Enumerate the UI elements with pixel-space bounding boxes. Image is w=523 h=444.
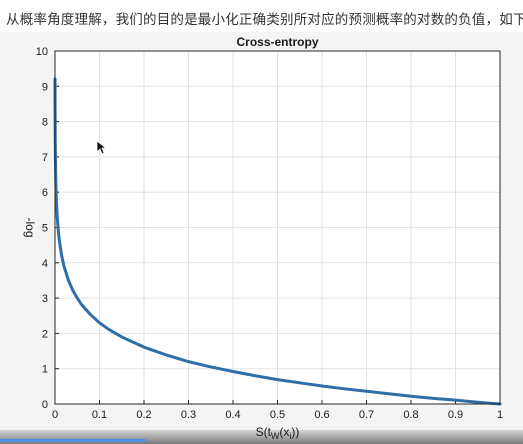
x-tick-label: 0.1 [92, 409, 107, 421]
series-line [53, 77, 502, 406]
ticks: 0 0.1 0.2 0.3 0.4 0.5 0.6 0.7 0.8 0.9 101234567891… [36, 46, 503, 421]
y-tick-label: 7 [42, 152, 48, 164]
y-tick-label: 1 [42, 364, 48, 376]
x-tick-label: 0.8 [403, 409, 418, 421]
y-tick-label: 2 [42, 328, 48, 340]
y-tick-label: 10 [36, 46, 48, 58]
y-tick-label: 0 [42, 399, 48, 411]
chart-title: Cross-entropy [236, 35, 318, 49]
x-tick-label: 0.7 [359, 409, 374, 421]
x-tick-label: 0.3 [181, 409, 196, 421]
y-tick-label: 3 [42, 293, 48, 305]
caption-text: 从概率角度理解，我们的目的是最小化正确类别所对应的预测概率的对数的负值，如下图所… [6, 12, 523, 28]
x-tick-label: 0.4 [225, 409, 240, 421]
chart: 0 0.1 0.2 0.3 0.4 0.5 0.6 0.7 0.8 0.9 101234567891… [23, 35, 503, 441]
y-tick-label: 6 [42, 187, 48, 199]
series-layer [53, 77, 502, 406]
y-tick-label: 8 [42, 117, 48, 129]
figure-window: 0 0.1 0.2 0.3 0.4 0.5 0.6 0.7 0.8 0.9 1 0 1 2 3 4 5 6 7 8 9 1… [0, 32, 523, 444]
y-tick-label: 4 [42, 258, 48, 270]
x-tick-label: 0 [52, 409, 58, 421]
mouse-cursor-icon [96, 140, 106, 155]
video-progress-fill [0, 439, 147, 442]
y-tick-label: 9 [42, 81, 48, 93]
x-tick-label: 0.9 [448, 409, 463, 421]
plot-frame [54, 50, 501, 405]
y-axis-label: -log [23, 217, 37, 237]
y-tick-label: 5 [42, 223, 48, 235]
x-tick-label: 0.6 [314, 409, 329, 421]
video-progress-bar[interactable] [0, 430, 523, 444]
x-tick-label: 1 [497, 409, 503, 421]
x-tick-label: 0.5 [270, 409, 285, 421]
x-tick-label: 0.2 [136, 409, 151, 421]
